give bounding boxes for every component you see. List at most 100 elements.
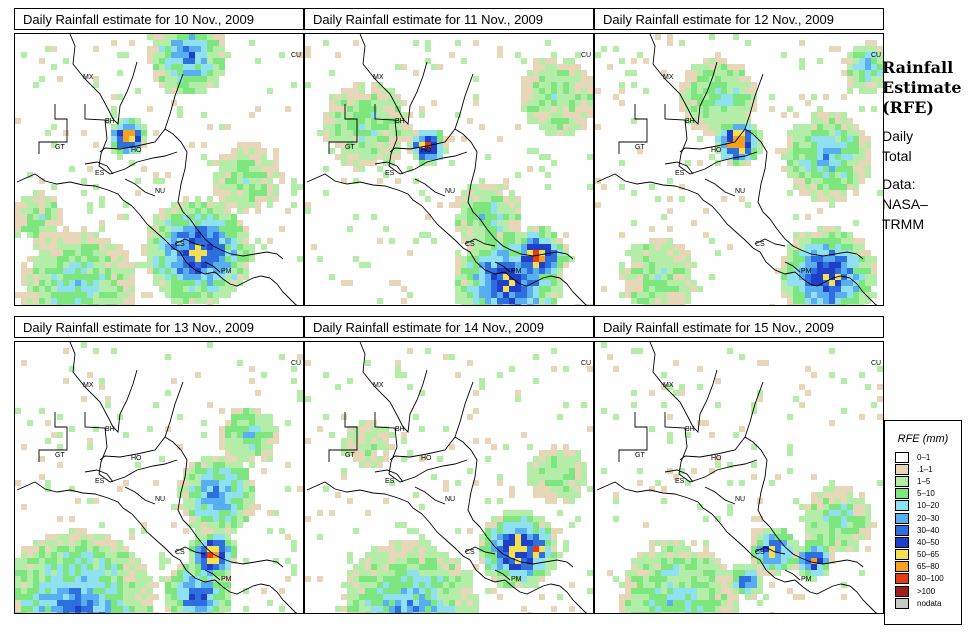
rainfall-cell <box>69 612 75 613</box>
rainfall-cell <box>213 582 219 588</box>
rainfall-cell <box>587 112 593 118</box>
rainfall-cell <box>123 148 129 154</box>
rainfall-cell <box>829 256 835 262</box>
rainfall-cell <box>847 124 853 130</box>
rainfall-cell <box>359 154 365 160</box>
rainfall-cell <box>383 432 389 438</box>
rainfall-cell <box>153 52 159 58</box>
rainfall-cell <box>371 588 377 594</box>
rainfall-cell <box>419 540 425 546</box>
rainfall-cell <box>81 244 87 250</box>
rainfall-cell <box>715 564 721 570</box>
rainfall-cell <box>81 190 87 196</box>
rainfall-cell <box>225 196 231 202</box>
rainfall-cell <box>619 160 625 166</box>
rainfall-cell <box>225 52 231 58</box>
rainfall-cell <box>243 232 249 238</box>
rainfall-cell <box>853 124 859 130</box>
rainfall-cell <box>503 262 509 268</box>
rainfall-cell <box>685 268 691 274</box>
legend-swatch <box>895 463 909 475</box>
rainfall-cell <box>93 238 99 244</box>
rainfall-cell <box>817 504 823 510</box>
country-label: ES <box>95 170 105 177</box>
rainfall-cell <box>509 238 515 244</box>
rainfall-cell <box>261 172 267 178</box>
rainfall-cell <box>291 366 297 372</box>
rainfall-cell <box>213 178 219 184</box>
rainfall-cell <box>159 52 165 58</box>
rainfall-cell <box>27 304 33 305</box>
rainfall-cell <box>811 304 817 305</box>
rainfall-cell <box>479 286 485 292</box>
rainfall-cell <box>503 280 509 286</box>
rainfall-cell <box>859 570 865 576</box>
rainfall-cell <box>521 606 527 612</box>
coastline <box>388 138 468 175</box>
rainfall-cell <box>649 540 655 546</box>
rainfall-cell <box>123 262 129 268</box>
rainfall-cell <box>243 160 249 166</box>
rainfall-cell <box>625 268 631 274</box>
rainfall-cell <box>207 250 213 256</box>
rainfall-cell <box>727 160 733 166</box>
rainfall-cell <box>261 456 267 462</box>
rainfall-cell <box>395 606 401 612</box>
rainfall-cell <box>787 148 793 154</box>
rainfall-cell <box>581 124 587 130</box>
rainfall-cell <box>811 166 817 172</box>
rainfall-cell <box>81 304 87 305</box>
rainfall-cell <box>491 564 497 570</box>
rainfall-cell <box>255 450 261 456</box>
rainfall-cell <box>377 546 383 552</box>
rainfall-cell <box>219 546 225 552</box>
rainfall-cell <box>865 46 871 52</box>
rainfall-cell <box>21 292 27 298</box>
rainfall-cell <box>279 172 285 178</box>
rainfall-cell <box>709 582 715 588</box>
rainfall-cell <box>545 76 551 82</box>
rainfall-cell <box>45 600 51 606</box>
rainfall-cell <box>57 274 63 280</box>
rainfall-cell <box>153 232 159 238</box>
rainfall-cell <box>33 280 39 286</box>
rainfall-cell <box>631 58 637 64</box>
rainfall-cell <box>685 432 691 438</box>
rainfall-cell <box>401 588 407 594</box>
rainfall-cell <box>533 238 539 244</box>
coastline <box>328 412 358 462</box>
rainfall-cell <box>111 558 117 564</box>
rainfall-cell <box>213 510 219 516</box>
rainfall-cell <box>207 160 213 166</box>
rainfall-cell <box>93 256 99 262</box>
coastline <box>306 481 423 515</box>
rainfall-cell <box>99 280 105 286</box>
legend-item: 80–100 <box>895 573 944 585</box>
rainfall-cell <box>111 106 117 112</box>
rainfall-cell <box>365 432 371 438</box>
rainfall-cell <box>347 444 353 450</box>
rainfall-cell <box>389 564 395 570</box>
rainfall-cell <box>249 166 255 172</box>
caption-daily-line: Total <box>882 148 912 164</box>
rainfall-cell <box>359 130 365 136</box>
rainfall-cell <box>347 136 353 142</box>
rainfall-cell <box>117 606 123 612</box>
rainfall-cell <box>365 130 371 136</box>
rainfall-cell <box>39 546 45 552</box>
rainfall-cell <box>159 280 165 286</box>
rainfall-cell <box>721 82 727 88</box>
rainfall-cell <box>219 594 225 600</box>
rainfall-cell <box>201 52 207 58</box>
rainfall-cell <box>461 570 467 576</box>
rainfall-cell <box>231 172 237 178</box>
rainfall-cell <box>485 220 491 226</box>
legend-swatch <box>895 475 909 487</box>
rainfall-cell <box>551 292 557 298</box>
rainfall-cell <box>853 528 859 534</box>
rainfall-cell <box>491 528 497 534</box>
rainfall-cell <box>467 208 473 214</box>
rainfall-cell <box>117 546 123 552</box>
rainfall-cell <box>539 564 545 570</box>
rainfall-cell <box>637 582 643 588</box>
